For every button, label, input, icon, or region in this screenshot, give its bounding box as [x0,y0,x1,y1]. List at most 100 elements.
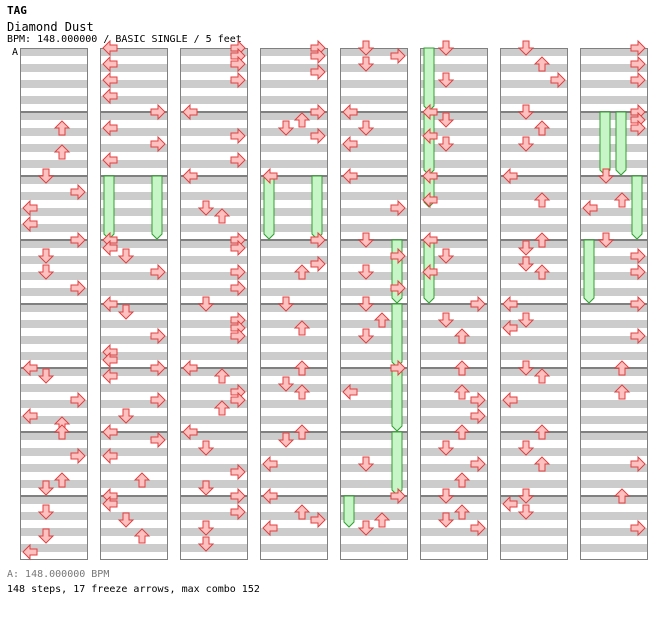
measure-stripe [340,152,408,160]
left-arrow-icon [262,487,278,505]
measure-stripe [580,552,648,560]
left-arrow-icon [102,367,118,385]
measure-stripe [340,80,408,88]
measure-stripe [420,232,488,240]
measure-stripe [420,384,488,392]
measure-stripe [260,432,328,440]
down-arrow-icon [437,440,455,456]
measure-stripe [500,536,568,544]
left-arrow-icon [502,319,518,337]
measure-stripe [180,152,248,160]
left-arrow-icon [102,87,118,105]
right-arrow-icon [550,71,566,89]
left-arrow-icon [22,407,38,425]
measure-stripe [260,488,328,496]
measure-box [260,112,328,176]
down-arrow-icon [197,440,215,456]
measure-stripe [580,240,648,248]
measure-stripe [420,280,488,288]
freeze-arrow [615,111,627,176]
measure-stripe [260,240,328,248]
measure-box [100,496,168,560]
measure-stripe [500,392,568,400]
up-arrow-icon [293,424,311,440]
measure-stripe [260,512,328,520]
measure-stripe [580,296,648,304]
measure-stripe [260,88,328,96]
measure-stripe [100,144,168,152]
measure-stripe [180,456,248,464]
measure-stripe [20,224,88,232]
measure-stripe [100,104,168,112]
measure-stripe [420,552,488,560]
measure-stripe [500,416,568,424]
measure-stripe [340,552,408,560]
measure-stripe [500,472,568,480]
measure-box [180,496,248,560]
measure-stripe [260,272,328,280]
measure-stripe [100,328,168,336]
measure-stripe [260,72,328,80]
measure-stripe [180,496,248,504]
measure-box [20,368,88,432]
measure-stripe [580,528,648,536]
left-arrow-icon [422,103,438,121]
measure-stripe [100,344,168,352]
measure-box [500,176,568,240]
right-arrow-icon [70,279,86,297]
measure-stripe [340,464,408,472]
measure-stripe [260,136,328,144]
measure-stripe [420,296,488,304]
measure-stripe [20,240,88,248]
measure-stripe [20,400,88,408]
measure-stripe [580,480,648,488]
measure-stripe [420,408,488,416]
measure-stripe [580,440,648,448]
up-arrow-icon [213,368,231,384]
measure-stripe [500,360,568,368]
down-arrow-icon [517,440,535,456]
measure-stripe [180,304,248,312]
measure-stripe [180,176,248,184]
measure-stripe [100,320,168,328]
measure-stripe [180,448,248,456]
right-arrow-icon [150,431,166,449]
measure-stripe [500,48,568,56]
chart-tag: TAG [7,4,27,17]
measure-stripe [180,248,248,256]
down-arrow-icon [517,256,535,272]
down-arrow-icon [197,200,215,216]
measure-stripe [420,104,488,112]
measure-stripe [100,96,168,104]
measure-stripe [260,328,328,336]
measure-stripe [580,136,648,144]
measure-stripe [420,528,488,536]
measure-stripe [500,72,568,80]
measure-stripe [260,312,328,320]
measure-stripe [260,376,328,384]
measure-box [180,48,248,112]
measure-stripe [340,184,408,192]
right-arrow-icon [630,71,646,89]
down-arrow-icon [517,504,535,520]
measure-stripe [100,504,168,512]
measure-stripe [20,88,88,96]
measure-stripe [580,152,648,160]
measure-stripe [580,64,648,72]
measure-stripe [260,192,328,200]
measure-stripe [340,416,408,424]
measure-stripe [500,200,568,208]
measure-stripe [180,240,248,248]
measure-stripe [260,248,328,256]
measure-stripe [260,520,328,528]
right-arrow-icon [470,391,486,409]
measure-stripe [340,96,408,104]
measure-stripe [580,424,648,432]
measure-stripe [580,304,648,312]
measure-stripe [420,456,488,464]
right-arrow-icon [310,63,326,81]
measure-box [340,112,408,176]
measure-stripe [20,432,88,440]
measure-stripe [580,192,648,200]
measure-stripe [260,280,328,288]
